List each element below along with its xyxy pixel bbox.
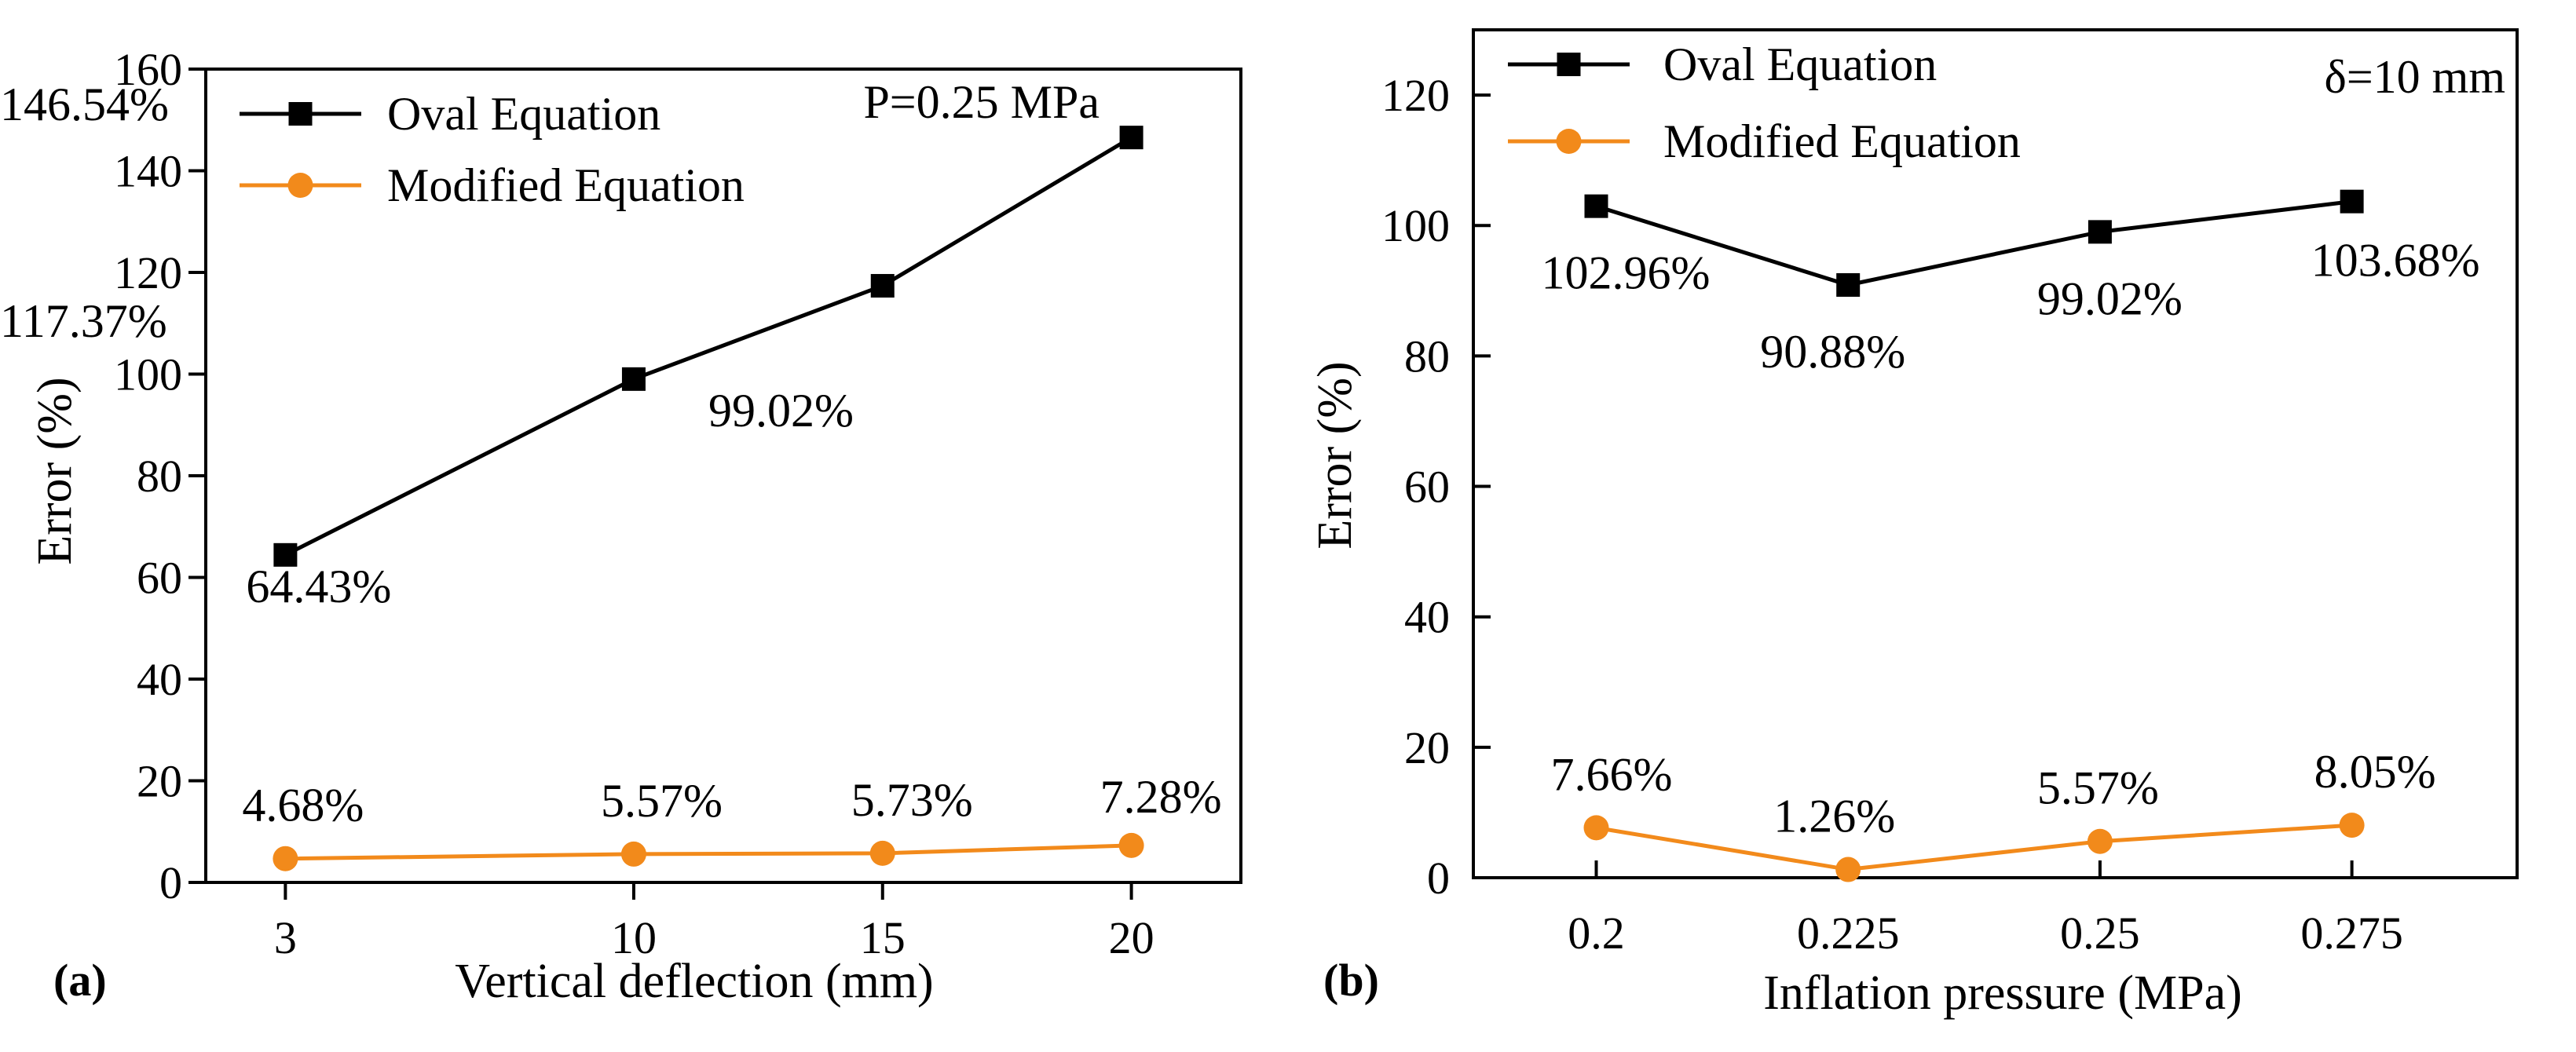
y-tick-label: 40 <box>1404 592 1450 643</box>
data-label: 7.66% <box>1551 748 1673 800</box>
panel-label: (b) <box>1323 955 1379 1006</box>
y-tick-label: 80 <box>1404 331 1450 382</box>
data-point-circle <box>1118 832 1144 858</box>
legend-marker-square <box>288 102 313 126</box>
data-point-square <box>1836 272 1861 297</box>
y-axis-title: Error (%) <box>28 377 82 564</box>
data-label: 1.26% <box>1773 791 1895 842</box>
legend-label: Oval Equation <box>387 88 660 140</box>
y-tick-label: 140 <box>114 146 182 197</box>
y-tick-label: 20 <box>137 756 182 807</box>
x-axis-title: Inflation pressure (MPa) <box>1763 966 2242 1020</box>
x-tick-label: 0.2 <box>1568 908 1625 959</box>
data-point-square <box>273 542 298 567</box>
x-tick-label: 3 <box>274 912 297 963</box>
x-tick-label: 0.225 <box>1797 908 1900 959</box>
data-point-circle <box>1835 857 1861 882</box>
y-tick-label: 40 <box>137 654 182 705</box>
series-oval-equation: 64.43% 99.02% 117.37% 146.54% Oval Equation <box>0 79 1143 612</box>
data-label: 117.37% <box>0 295 167 347</box>
data-point-square <box>1119 126 1143 150</box>
x-tick-label: 20 <box>1109 912 1154 963</box>
y-tick-label: 80 <box>137 451 182 502</box>
data-label: 90.88% <box>1760 326 1905 378</box>
data-label: 146.54% <box>0 79 169 130</box>
data-label: 5.73% <box>851 774 973 826</box>
data-point-square <box>621 367 646 391</box>
data-point-square <box>2088 220 2112 244</box>
data-label: 7.28% <box>1100 771 1222 823</box>
data-point-circle <box>869 840 895 866</box>
series-line <box>1595 199 2352 287</box>
y-tick-label: 20 <box>1404 722 1450 773</box>
condition-annotation: P=0.25 MPa <box>863 76 1100 128</box>
legend-marker-square <box>1557 53 1581 76</box>
data-point-circle <box>1583 815 1609 841</box>
data-label: 99.02% <box>2037 272 2183 324</box>
y-tick-label: 100 <box>114 349 182 400</box>
series-modified-equation: 7.66% 1.26% 5.57% 8.05% Modified Equation <box>1508 115 2436 882</box>
y-tick-label: 160 <box>114 44 182 95</box>
legend-label: Modified Equation <box>1663 115 2021 167</box>
data-point-circle <box>620 841 646 867</box>
y-tick-label: 0 <box>1427 853 1450 904</box>
data-label: 8.05% <box>2314 746 2436 798</box>
x-tick-label: 10 <box>611 912 657 963</box>
data-label: 5.57% <box>601 775 723 827</box>
legend-marker-circle <box>287 173 313 198</box>
data-label: 4.68% <box>242 780 364 831</box>
chart-panel-b: 0 20 40 60 80 100 120 0.2 0.225 0.25 0.275 Inflatio… <box>1308 28 2519 1020</box>
legend-label: Oval Equation <box>1663 38 1937 90</box>
data-label: 99.02% <box>708 385 854 437</box>
series-oval-equation: 102.96% 90.88% 99.02% 103.68% Oval Equation <box>1508 38 2480 378</box>
data-point-circle <box>2087 828 2113 854</box>
plot-frame <box>1472 28 2519 879</box>
data-label: 103.68% <box>2311 235 2480 287</box>
series-line <box>285 843 1132 861</box>
data-point-square <box>2340 189 2364 214</box>
chart-panel-a: 0 20 40 60 80 100 120 140 160 3 10 15 20 Vertical def… <box>0 44 1242 1008</box>
x-tick-label: 0.275 <box>2300 908 2403 959</box>
series-line <box>1596 823 2352 872</box>
y-axis-title: Error (%) <box>1308 361 1362 549</box>
data-point-square <box>1584 194 1608 218</box>
y-tick-label: 100 <box>1381 200 1450 251</box>
y-tick-label: 0 <box>159 857 182 908</box>
data-point-circle <box>2339 813 2365 838</box>
x-tick-label: 0.25 <box>2060 908 2140 959</box>
condition-annotation: δ=10 mm <box>2325 51 2505 103</box>
y-tick-label: 60 <box>1404 462 1450 513</box>
data-label: 5.57% <box>2037 762 2159 814</box>
data-label: 64.43% <box>246 561 391 612</box>
series-line <box>284 136 1132 557</box>
legend-marker-circle <box>1556 129 1582 154</box>
y-tick-label: 60 <box>137 553 182 604</box>
y-tick-label: 120 <box>1381 70 1450 121</box>
x-tick-label: 15 <box>860 912 906 963</box>
y-tick-label: 120 <box>114 247 182 298</box>
legend-label: Modified Equation <box>387 159 745 211</box>
x-axis-title: Vertical deflection (mm) <box>455 955 933 1008</box>
panel-label: (a) <box>53 955 107 1006</box>
series-modified-equation: 4.68% 5.57% 5.73% 7.28% Modified Equation <box>240 159 1222 871</box>
data-label: 102.96% <box>1542 247 1711 299</box>
data-point-square <box>870 274 895 298</box>
data-point-circle <box>273 846 298 871</box>
